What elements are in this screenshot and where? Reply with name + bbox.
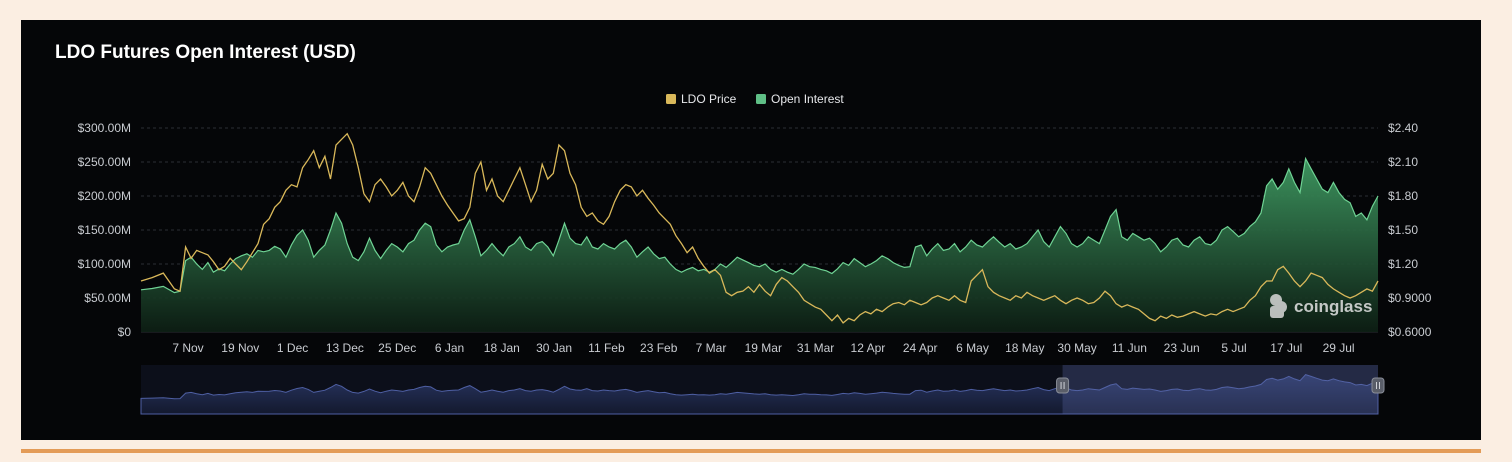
- x-tick-label: 23 Jun: [1164, 341, 1200, 355]
- x-tick-label: 29 Jul: [1323, 341, 1355, 355]
- x-tick-label: 31 Mar: [797, 341, 834, 355]
- watermark-text: coinglass: [1294, 297, 1372, 316]
- navigator-right-handle[interactable]: [1371, 377, 1385, 394]
- chart-title: LDO Futures Open Interest (USD): [55, 42, 356, 63]
- bottom-divider: [21, 449, 1481, 453]
- y-left-tick-label: $250.00M: [78, 155, 131, 169]
- y-right-tick-label: $2.40: [1388, 121, 1418, 135]
- x-tick-label: 13 Dec: [326, 341, 364, 355]
- ldo-price-line: [140, 132, 1379, 324]
- x-tick-label: 23 Feb: [640, 341, 678, 355]
- navigator-series: [140, 374, 1379, 415]
- y-right-tick-label: $0.9000: [1388, 291, 1432, 305]
- coinglass-watermark: coinglass: [1270, 294, 1372, 318]
- y-right-tick-label: $1.80: [1388, 189, 1418, 203]
- x-tick-label: 17 Jul: [1270, 341, 1302, 355]
- x-tick-label: 19 Nov: [221, 341, 259, 355]
- legend-label: LDO Price: [681, 92, 737, 106]
- x-tick-label: 19 Mar: [745, 341, 782, 355]
- x-tick-label: 5 Jul: [1221, 341, 1246, 355]
- y-right-tick-label: $0.6000: [1388, 325, 1432, 339]
- x-tick-label: 24 Apr: [903, 341, 938, 355]
- y-right-tick-label: $1.20: [1388, 257, 1418, 271]
- x-tick-label: 7 Nov: [172, 341, 203, 355]
- y-left-tick-label: $0: [118, 325, 132, 339]
- y-left-tick-label: $50.00M: [84, 291, 131, 305]
- legend-swatch: [756, 94, 766, 104]
- x-tick-label: 11 Jun: [1112, 341, 1147, 355]
- legend-swatch: [666, 94, 676, 104]
- navigator-left-handle[interactable]: [1056, 377, 1070, 394]
- y-right-tick-label: $2.10: [1388, 155, 1418, 169]
- y-left-tick-label: $100.00M: [78, 257, 131, 271]
- x-tick-label: 1 Dec: [277, 341, 308, 355]
- open-interest-line: [140, 156, 1379, 294]
- open-interest-area: [141, 158, 1378, 332]
- x-tick-label: 12 Apr: [851, 341, 886, 355]
- x-tick-label: 25 Dec: [378, 341, 416, 355]
- navigator-selection: [1062, 365, 1378, 414]
- x-tick-label: 7 Mar: [696, 341, 727, 355]
- y-left-tick-label: $300.00M: [78, 121, 131, 135]
- x-tick-label: 6 May: [956, 341, 989, 355]
- coinglass-logo-icon: [1270, 294, 1287, 318]
- legend-label: Open Interest: [771, 92, 844, 106]
- x-tick-label: 11 Feb: [588, 341, 625, 355]
- x-tick-label: 30 Jan: [536, 341, 572, 355]
- x-tick-label: 18 Jan: [484, 341, 520, 355]
- y-right-tick-label: $1.50: [1388, 223, 1418, 237]
- x-tick-label: 6 Jan: [435, 341, 464, 355]
- x-tick-label: 30 May: [1057, 341, 1096, 355]
- x-tick-label: 18 May: [1005, 341, 1044, 355]
- y-left-tick-label: $200.00M: [78, 189, 131, 203]
- y-left-tick-label: $150.00M: [78, 223, 131, 237]
